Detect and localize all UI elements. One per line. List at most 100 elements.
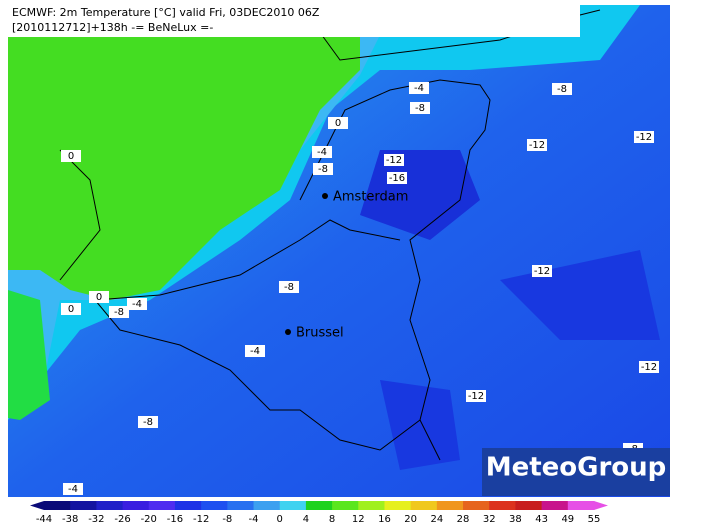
contour-label: -12 — [636, 132, 652, 143]
contour-label: -4 — [317, 147, 327, 158]
contour-label: -12 — [529, 140, 545, 151]
contour-label: -4 — [250, 346, 260, 357]
contour-label: -12 — [534, 266, 550, 277]
contour-label-box — [410, 102, 430, 114]
contour-label: -4 — [414, 83, 424, 94]
colorbar-segment — [410, 501, 438, 510]
city-dot — [285, 329, 291, 335]
header-box — [8, 5, 580, 37]
contour-label-box — [61, 150, 81, 162]
contour-label-box — [552, 83, 572, 95]
contour-label: 0 — [96, 292, 102, 303]
colorbar-segment — [122, 501, 150, 510]
colorbar-segment — [227, 501, 255, 510]
contour-label: 0 — [68, 304, 74, 315]
contour-label-box — [409, 82, 429, 94]
contour-label-box — [466, 390, 486, 402]
contour-label: -8 — [557, 84, 567, 95]
colorbar-segment — [253, 501, 281, 510]
colorbar-segment — [436, 501, 464, 510]
colorbar-segment — [305, 501, 333, 510]
colorbar-tick-label: 12 — [352, 514, 365, 525]
colorbar-tick-label: 24 — [430, 514, 443, 525]
colorbar-tick-label: 16 — [378, 514, 391, 525]
colorbar-segment — [96, 501, 124, 510]
land-green — [8, 35, 50, 420]
contour-label-box — [532, 265, 552, 277]
contour-label-box — [384, 154, 404, 166]
land-green-2 — [8, 35, 360, 300]
header-line: [2010112712]+138h -= BeNeLux =- — [12, 21, 213, 34]
colorbar-tick-label: -20 — [141, 514, 157, 525]
contour-label: -12 — [468, 391, 484, 402]
city-dot — [322, 193, 328, 199]
contour-label: -8 — [114, 307, 124, 318]
header-line: ECMWF: 2m Temperature [°C] valid Fri, 03… — [12, 6, 320, 19]
colorbar-tick-label: -26 — [114, 514, 130, 525]
colorbar-tick-label: -44 — [36, 514, 52, 525]
colorbar-tick-label: 0 — [277, 514, 283, 525]
colorbar-segment — [174, 501, 202, 510]
colorbar-tick-label: 28 — [457, 514, 470, 525]
contour-label-box — [61, 303, 81, 315]
colorbar-segment — [384, 501, 412, 510]
contour-label: -12 — [386, 155, 402, 166]
contour-label-box — [527, 139, 547, 151]
colorbar-tick-label: -4 — [249, 514, 259, 525]
contour-label-box — [89, 291, 109, 303]
contour-label-box — [109, 306, 129, 318]
logo-box — [482, 448, 670, 496]
contour-label-box — [279, 281, 299, 293]
colorbar-tick-label: -16 — [167, 514, 183, 525]
contour-label: -8 — [284, 282, 294, 293]
city-name: Amsterdam — [333, 190, 408, 205]
colorbar-segment — [541, 501, 569, 510]
colorbar-tick-label: 38 — [509, 514, 522, 525]
cold-core-3 — [380, 380, 460, 470]
colorbar-tick-label: 8 — [329, 514, 335, 525]
contour-label-box — [312, 146, 332, 158]
colorbar-tick-label: -38 — [62, 514, 78, 525]
colorbar-segment — [148, 501, 176, 510]
contour-label-box — [328, 117, 348, 129]
colorbar-segment — [279, 501, 307, 510]
contour-label-box — [245, 345, 265, 357]
colorbar-tick-label: 55 — [588, 514, 601, 525]
colorbar-segment — [332, 501, 359, 510]
contour-label: -8 — [318, 164, 328, 175]
contour-label: -8 — [143, 417, 153, 428]
colorbar-arrow — [594, 501, 608, 510]
contour-label-box — [387, 172, 407, 184]
colorbar-tick-label: 20 — [404, 514, 417, 525]
colorbar-tick-label: 4 — [303, 514, 309, 525]
contour-label: 0 — [68, 151, 74, 162]
contour-label-box — [634, 131, 654, 143]
colorbar-segment — [44, 501, 71, 510]
contour-label: -12 — [641, 362, 657, 373]
city-name: Brussel — [296, 326, 344, 341]
colorbar-segment — [515, 501, 543, 510]
contour-label-box — [138, 416, 158, 428]
colorbar-segment — [201, 501, 228, 510]
contour-label-box — [127, 298, 147, 310]
contour-label-box — [313, 163, 333, 175]
logo: MeteoGroup — [486, 453, 667, 483]
colorbar-segment — [358, 501, 385, 510]
colorbar-segment — [567, 501, 595, 510]
borders — [59, 4, 601, 461]
colorbar-tick-label: 43 — [535, 514, 548, 525]
colorbar-tick-label: 32 — [483, 514, 496, 525]
contour-label-box — [63, 483, 83, 495]
colorbar-segment — [489, 501, 516, 510]
colorbar-tick-label: -12 — [193, 514, 209, 525]
contour-label: -4 — [68, 484, 78, 495]
contour-label-box — [639, 361, 659, 373]
colorbar-tick-label: -8 — [222, 514, 232, 525]
contour-label: -4 — [132, 299, 142, 310]
contour-label: -16 — [389, 173, 405, 184]
colorbar-segment — [463, 501, 490, 510]
colorbar-tick-label: 49 — [561, 514, 574, 525]
colorbar-tick-label: -32 — [88, 514, 104, 525]
colorbar-arrow — [30, 501, 44, 510]
